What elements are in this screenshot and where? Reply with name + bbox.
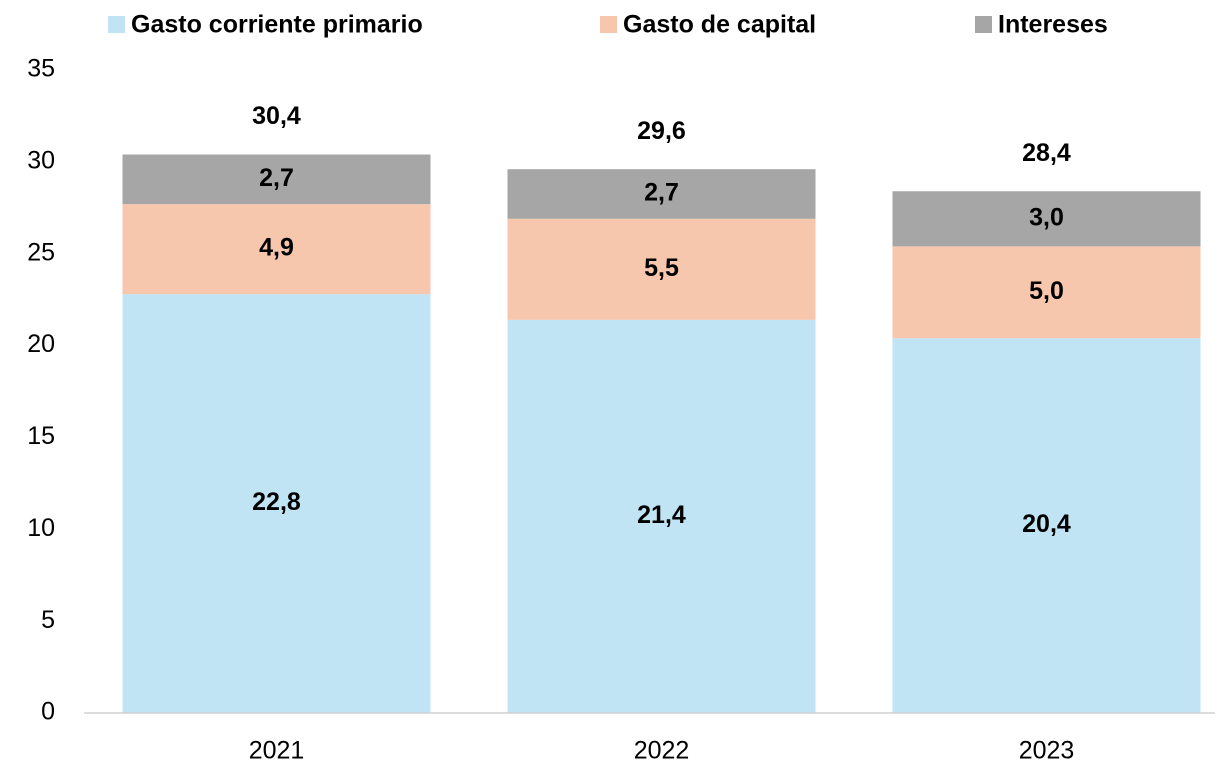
- y-tick-label: 30: [27, 146, 55, 174]
- value-label: 20,4: [1022, 510, 1071, 538]
- y-tick-label: 5: [41, 606, 55, 634]
- legend-swatch: [108, 16, 125, 33]
- total-label: 30,4: [252, 102, 301, 130]
- value-label: 5,0: [1029, 277, 1064, 305]
- value-label: 3,0: [1029, 203, 1064, 231]
- bar-segment: [507, 319, 816, 713]
- y-tick-label: 0: [41, 698, 55, 726]
- value-label: 2,7: [644, 179, 679, 207]
- bar-segment: [892, 191, 1201, 247]
- y-tick-label: 35: [27, 55, 55, 83]
- value-label: 2,7: [259, 164, 294, 192]
- value-label: 5,5: [644, 254, 679, 282]
- x-tick-label: 2023: [1019, 737, 1075, 765]
- value-label: 22,8: [252, 488, 301, 516]
- value-label: 4,9: [259, 234, 294, 262]
- value-label: 21,4: [637, 501, 686, 529]
- bar-segment: [892, 338, 1201, 713]
- bar-segment: [507, 218, 816, 320]
- legend-label: Gasto corriente primario: [131, 11, 423, 39]
- total-label: 29,6: [637, 117, 686, 145]
- legend-swatch: [975, 16, 992, 33]
- bar-segment: [122, 294, 431, 713]
- total-label: 28,4: [1022, 139, 1071, 167]
- x-tick-label: 2022: [634, 737, 690, 765]
- legend-swatch: [600, 16, 617, 33]
- y-tick-label: 20: [27, 330, 55, 358]
- y-tick-label: 10: [27, 514, 55, 542]
- y-tick-label: 15: [27, 422, 55, 450]
- bar-segment: [892, 246, 1201, 339]
- legend-label: Intereses: [998, 11, 1108, 39]
- bar-segment: [122, 154, 431, 205]
- y-tick-label: 25: [27, 238, 55, 266]
- bar-segment: [507, 169, 816, 219]
- x-tick-label: 2021: [249, 737, 305, 765]
- bar-segment: [122, 204, 431, 295]
- legend-label: Gasto de capital: [623, 11, 816, 39]
